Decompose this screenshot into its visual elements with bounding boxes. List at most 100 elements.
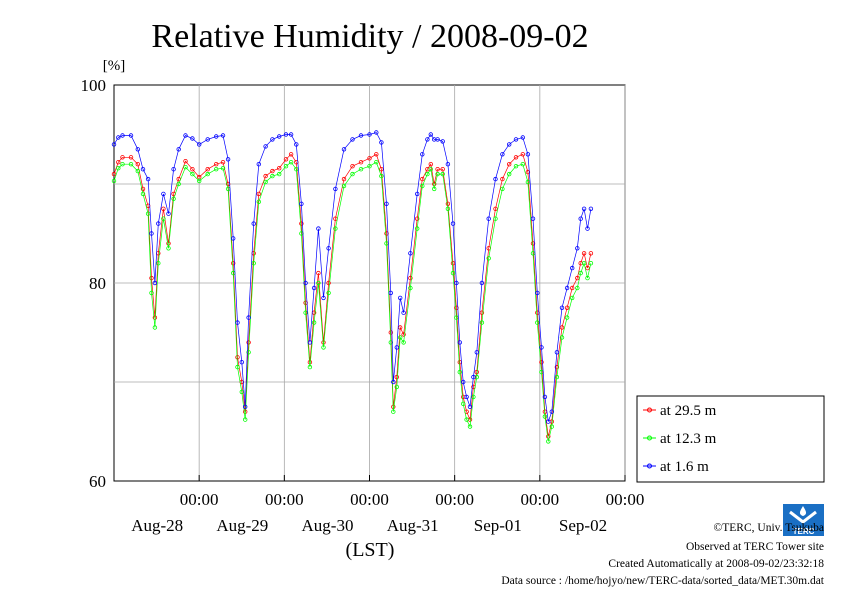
data-point xyxy=(575,275,580,281)
data-point xyxy=(135,147,140,152)
data-point xyxy=(585,265,590,271)
data-point xyxy=(358,166,364,172)
data-point xyxy=(283,157,289,162)
data-point xyxy=(283,163,289,169)
data-point xyxy=(120,155,125,160)
x-tick-time-label: 00:00 xyxy=(180,490,219,509)
data-point xyxy=(525,169,531,175)
data-point xyxy=(246,340,251,345)
data-point xyxy=(367,163,372,169)
y-tick-label: 80 xyxy=(89,274,106,293)
data-point xyxy=(581,206,587,211)
data-point xyxy=(152,315,158,320)
data-point xyxy=(196,178,202,184)
data-point xyxy=(535,290,540,296)
credit-site: Observed at TERC Tower site xyxy=(686,541,824,553)
data-point xyxy=(196,142,202,147)
data-point xyxy=(321,295,326,301)
data-point xyxy=(474,350,479,355)
data-point xyxy=(316,226,321,231)
data-point xyxy=(326,280,331,286)
data-point xyxy=(326,290,331,296)
data-point xyxy=(500,186,505,192)
data-point xyxy=(239,360,244,365)
data-point xyxy=(467,404,473,409)
data-point xyxy=(120,133,125,138)
data-point xyxy=(486,256,491,261)
data-point xyxy=(213,134,219,139)
x-tick-time-label: 00:00 xyxy=(435,490,474,509)
data-point xyxy=(420,176,425,182)
data-point xyxy=(311,285,317,291)
data-point xyxy=(461,401,466,406)
data-point xyxy=(205,171,210,177)
data-point xyxy=(391,409,396,414)
data-point xyxy=(398,335,403,340)
data-point xyxy=(120,161,125,167)
data-point xyxy=(111,171,117,177)
data-point xyxy=(166,211,171,216)
data-point xyxy=(341,147,347,152)
axis-labels: 60 80 100 00:00 Aug-28 00:00 Aug-29 00:00 Aug-30… xyxy=(81,76,645,535)
data-point xyxy=(213,161,219,167)
data-point xyxy=(384,201,389,206)
data-point xyxy=(190,136,195,141)
data-point xyxy=(425,137,430,142)
data-point xyxy=(225,157,231,162)
data-point xyxy=(520,161,525,167)
data-point xyxy=(149,290,154,296)
data-point xyxy=(425,171,430,177)
data-point xyxy=(564,315,570,320)
y-tick-label: 60 xyxy=(89,472,106,491)
data-point xyxy=(270,168,275,174)
data-point xyxy=(432,181,437,187)
data-point xyxy=(341,176,347,182)
data-point xyxy=(220,133,226,138)
data-point xyxy=(428,166,433,172)
data-point xyxy=(401,332,406,337)
data-point xyxy=(294,142,299,147)
data-point xyxy=(546,439,551,444)
data-point xyxy=(176,181,181,187)
data-point xyxy=(450,270,456,276)
data-point xyxy=(161,206,166,211)
data-point xyxy=(440,166,445,172)
credit-copyright: ©TERC, Univ. Tsukuba xyxy=(714,522,824,534)
x-tick-date-label: Aug-31 xyxy=(387,516,439,535)
data-point xyxy=(559,305,565,310)
data-point xyxy=(367,132,372,137)
data-point xyxy=(176,147,181,152)
data-point xyxy=(239,389,244,395)
data-point xyxy=(230,261,236,266)
data-point xyxy=(166,246,171,251)
data-point xyxy=(415,216,420,221)
data-point xyxy=(171,166,176,172)
data-point xyxy=(358,133,364,138)
data-point xyxy=(394,374,399,380)
data-point xyxy=(445,161,451,167)
data-point xyxy=(341,183,347,189)
data-point xyxy=(183,164,188,170)
x-tick-time-label: 00:00 xyxy=(265,490,304,509)
data-point xyxy=(432,186,437,192)
data-point xyxy=(333,186,338,192)
x-tick-time-label: 00:00 xyxy=(606,490,645,509)
data-point xyxy=(205,166,210,172)
data-point xyxy=(128,161,134,167)
data-point xyxy=(283,132,289,137)
data-point xyxy=(388,330,393,335)
data-point xyxy=(230,236,236,241)
data-point xyxy=(235,355,240,360)
data-point xyxy=(190,171,195,177)
data-point xyxy=(111,178,117,184)
data-point xyxy=(379,140,384,145)
data-point xyxy=(408,285,413,291)
data-point xyxy=(288,152,294,157)
data-point xyxy=(554,350,560,355)
data-point xyxy=(263,179,268,185)
data-point xyxy=(457,340,462,345)
data-point xyxy=(374,130,379,135)
data-point xyxy=(116,135,121,140)
x-axis-label: (LST) xyxy=(346,539,395,561)
data-point xyxy=(299,201,304,206)
